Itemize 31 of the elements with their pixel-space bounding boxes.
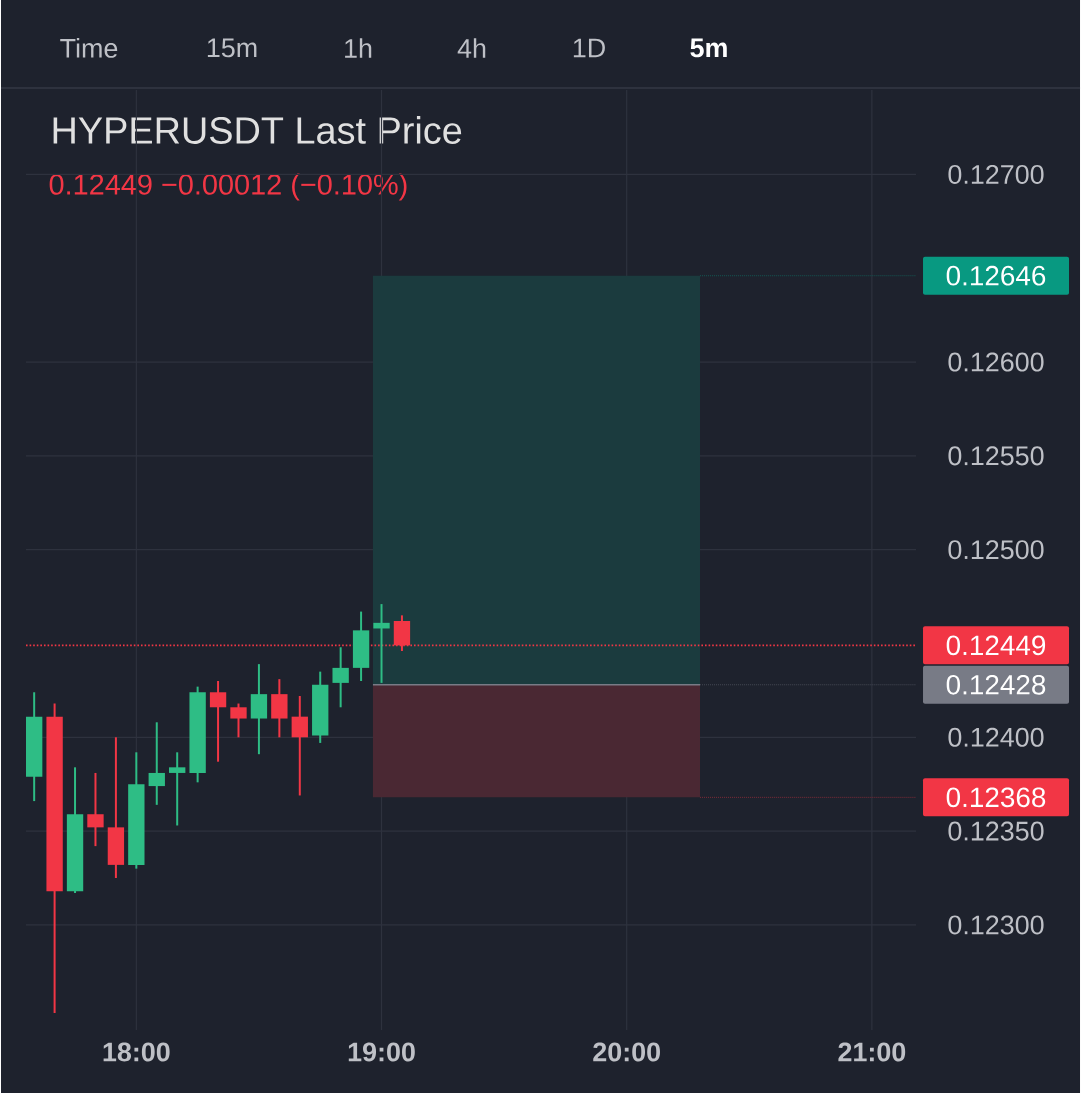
x-tick-label: 21:00: [838, 1042, 906, 1062]
y-tick-label: 0.12550: [948, 446, 1044, 466]
text: 0.12449 −0.00012 (−0.10%): [49, 173, 407, 201]
candlestick: [209, 680, 227, 763]
ref-line-label: 0.12449: [946, 635, 1046, 656]
y-tick-label: 0.12500: [948, 540, 1044, 560]
x-tick-label: 20:00: [593, 1042, 660, 1062]
y-tick-label: 0.12600: [948, 352, 1044, 372]
text: 1D: [573, 38, 605, 58]
y-tick-label: 0.12700: [948, 164, 1044, 184]
text: 1h: [345, 38, 372, 58]
text: Time: [60, 38, 118, 58]
band-label: 0.12368: [946, 787, 1046, 808]
candlestick: [373, 603, 390, 684]
text: 4h: [457, 38, 486, 58]
candlestick: [169, 751, 186, 827]
candlestick: [148, 721, 165, 806]
band-label: 0.12646: [946, 265, 1046, 286]
text: 5m: [690, 38, 727, 58]
y-tick-label: 0.12300: [948, 915, 1044, 935]
text: 15m: [207, 38, 257, 58]
candlestick: [332, 646, 349, 709]
ref-line-label: 0.12428: [946, 674, 1046, 695]
y-tick-label: 0.12350: [948, 821, 1044, 841]
candlestick: [291, 695, 308, 797]
x-tick-label: 18:00: [103, 1042, 170, 1062]
candlestick: [230, 702, 247, 739]
text: HYPERUSDT Last Price: [53, 116, 462, 144]
y-tick-label: 0.12400: [948, 727, 1044, 747]
candlestick: [87, 771, 104, 848]
x-tick-label: 19:00: [348, 1042, 415, 1062]
